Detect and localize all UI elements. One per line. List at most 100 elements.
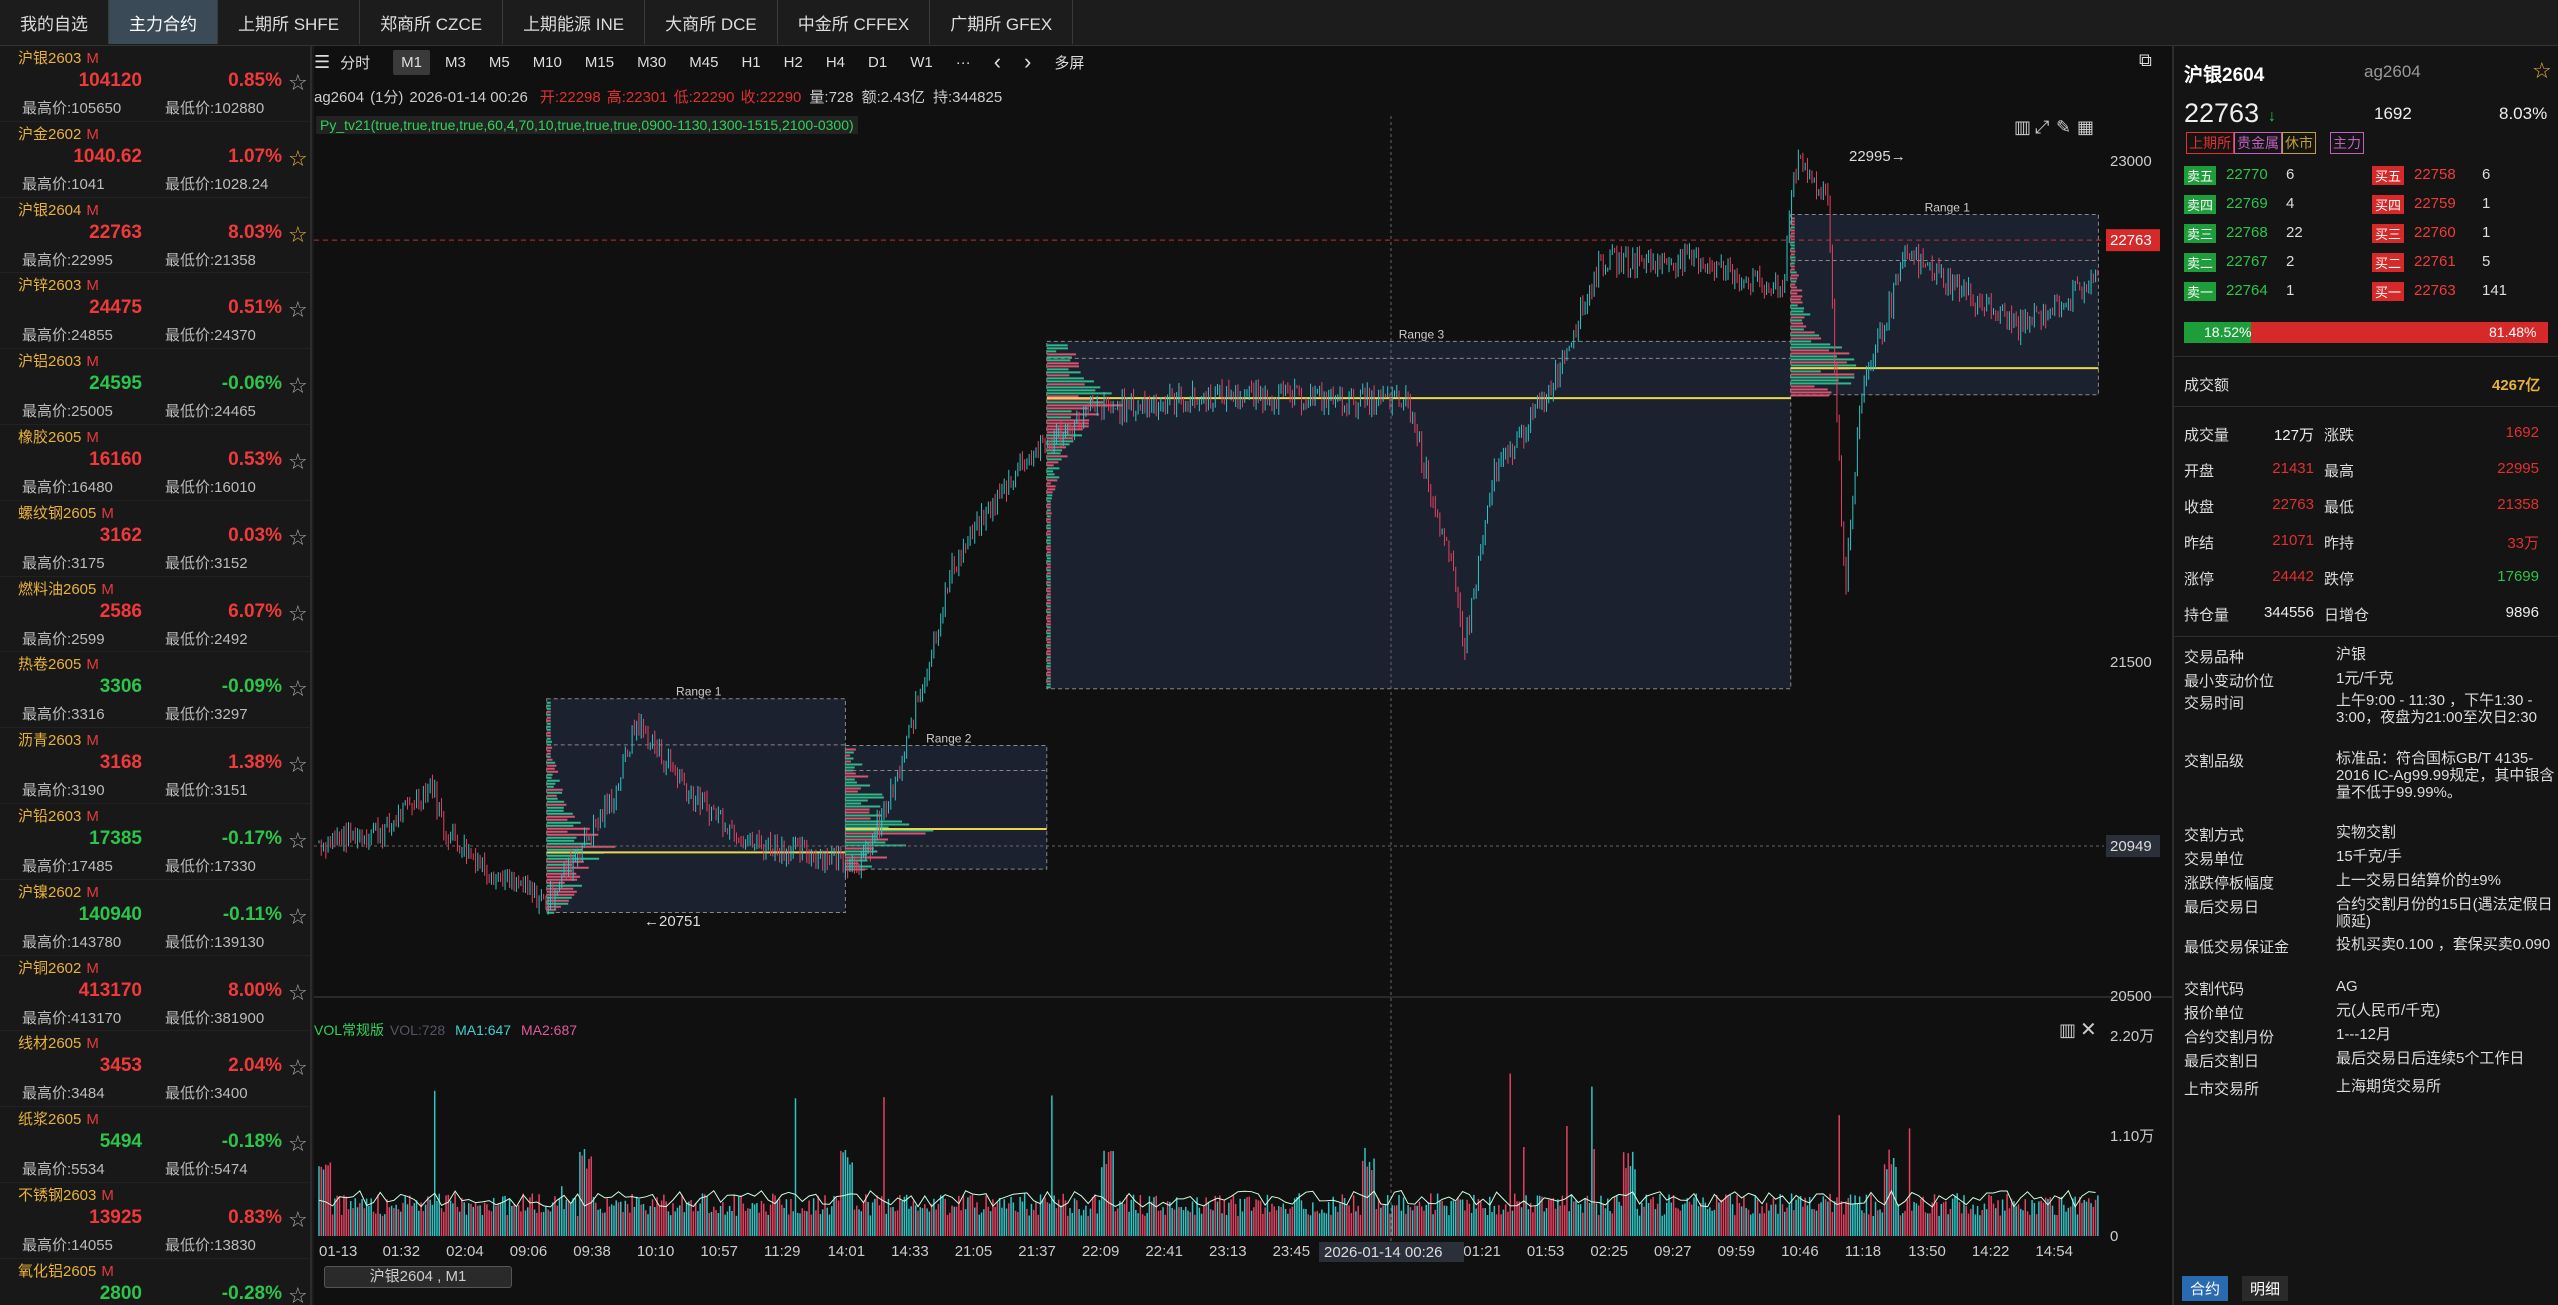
favorite-star-icon[interactable]: ☆ [288,1282,308,1305]
bar-info-line: ag2604 (1分) 2026-01-14 00:26 开:22298 高:22301… [314,86,1002,107]
favorite-star-icon[interactable]: ☆ [288,1055,308,1081]
watchlist-item[interactable]: 沪银2603 M 104120 0.85% 最高价:105650 最低价:102880 ☆ [0,46,310,122]
popout-icon[interactable]: ⧉ [2139,50,2152,70]
favorite-star-icon[interactable]: ☆ [288,1206,308,1232]
watchlist-item[interactable]: 纸浆2605 M 5494 -0.18% 最高价:5534 最低价:5474 ☆ [0,1107,310,1183]
price-chart[interactable]: 23000 21500 20500 2.20万 1.10万 0 Range 1 Range 2… [314,46,2172,1305]
period-6[interactable]: M30 [637,53,667,71]
item-price: 140940 [78,903,142,925]
prev-icon[interactable]: ‹ [993,49,1002,74]
item-price: 3453 [99,1055,142,1077]
volume-profile-range[interactable]: Range 3 [1046,327,1792,690]
tab-6[interactable]: 中金所 CFFEX [778,0,931,44]
period-11[interactable]: D1 [868,53,888,71]
favorite-star-icon[interactable]: ☆ [288,903,308,929]
tab-5[interactable]: 大商所 DCE [645,0,778,44]
favorite-star-icon[interactable]: ☆ [288,752,308,778]
contract-detail-row: 交易单位 15千克/手 [2184,848,2554,868]
multi-screen-button[interactable]: 多屏 [1054,54,1085,72]
watchlist-item[interactable]: 沪银2604 M 22763 8.03% 最高价:22995 最低价:21358 ☆ [0,198,310,274]
chart-tab[interactable]: 沪银2604 , M1 [324,1266,512,1288]
favorite-star-icon[interactable]: ☆ [288,600,308,626]
volume-profile-range[interactable]: Range 2 [844,732,1048,871]
stat-label: 日增仓 [2324,607,2370,624]
stat-label: 涨停 [2184,571,2215,588]
chart-tool-icon[interactable]: ▥ [2014,117,2031,137]
period-4[interactable]: M10 [532,53,562,71]
period-1[interactable]: M1 [393,49,430,75]
detail-label: 最小变动价位 [2184,673,2275,690]
chart-tool-icon[interactable]: ⤢ [2035,117,2050,137]
watchlist-item[interactable]: 沪镍2602 M 140940 -0.11% 最高价:143780 最低价:139130 ☆ [0,880,310,956]
contract-tag: 主力 [2330,132,2364,154]
item-name-text: 热卷2605 [18,656,82,674]
watchlist-item[interactable]: 螺纹钢2605 M 3162 0.03% 最高价:3175 最低价:3152 ☆ [0,501,310,577]
period-0[interactable]: 分时 [340,54,371,72]
watchlist-item[interactable]: 沥青2603 M 3168 1.38% 最高价:3190 最低价:3151 ☆ [0,728,310,804]
favorite-star-icon[interactable]: ☆ [288,676,308,702]
watchlist-item[interactable]: 热卷2605 M 3306 -0.09% 最高价:3316 最低价:3297 ☆ [0,652,310,729]
favorite-star-icon[interactable]: ☆ [288,827,308,853]
watchlist-item[interactable]: 沪铜2602 M 413170 8.00% 最高价:413170 最低价:381900 ☆ [0,956,310,1032]
favorite-star-icon[interactable]: ☆ [288,448,308,474]
period-5[interactable]: M15 [584,53,615,71]
watchlist-item[interactable]: 燃料油2605 M 2586 6.07% 最高价:2599 最低价:2492 ☆ [0,577,310,653]
bid-volume: 5 [2482,253,2491,270]
volume-indicator-label[interactable]: VOL常规版 VOL:728 MA1:647 MA2:687 [314,1020,577,1040]
item-high: 最高价:24855 [22,327,113,345]
favorite-star-icon[interactable]: ☆ [288,145,308,171]
period-3[interactable]: M5 [488,53,510,71]
x-tick: 14:01 [828,1243,866,1260]
period-9[interactable]: H2 [783,53,803,71]
ask-price: 22764 [2226,282,2268,299]
list-icon[interactable]: ☰ [314,51,331,72]
item-name-text: 沪银2604 [18,201,82,219]
favorite-star-icon[interactable]: ☆ [288,221,308,247]
tab-3[interactable]: 郑商所 CZCE [360,0,504,44]
tab-4[interactable]: 上期能源 INE [503,0,646,44]
item-change: 0.83% [228,1206,282,1228]
watchlist-item[interactable]: 氧化铝2605 M 2800 -0.28% ☆ [0,1259,310,1305]
favorite-star-icon[interactable]: ☆ [288,1131,308,1157]
bid-price: 22761 [2414,253,2456,270]
favorite-star-icon[interactable]: ☆ [288,979,308,1005]
volume-settings-icon[interactable]: ▥ [2059,1020,2076,1040]
favorite-star-icon[interactable]: ☆ [288,373,308,399]
period-10[interactable]: H4 [825,53,845,71]
x-tick: 01:21 [1463,1243,1501,1260]
watchlist-item[interactable]: 橡胶2605 M 16160 0.53% 最高价:16480 最低价:16010 ☆ [0,425,310,501]
crosshair-date-tag: 2026-01-14 00:26 [1319,1242,1464,1262]
period-12[interactable]: W1 [910,53,933,71]
period-8[interactable]: H1 [741,53,761,71]
favorite-star-icon[interactable]: ☆ [288,70,308,95]
bottom-tab-1[interactable]: 明细 [2242,1276,2289,1301]
watchlist-item[interactable]: 沪铅2603 M 17385 -0.17% 最高价:17485 最低价:17330 ☆ [0,804,310,880]
indicator-label[interactable]: Py_tv21(true,true,true,true,60,4,70,10,t… [316,116,858,134]
chart-tool-icon[interactable]: ▦ [2077,117,2094,137]
period-7[interactable]: M45 [689,53,719,71]
watchlist-item[interactable]: 沪锌2603 M 24475 0.51% 最高价:24855 最低价:24370 ☆ [0,273,310,350]
tab-2[interactable]: 上期所 SHFE [218,0,361,44]
period-13[interactable]: ··· [955,53,971,71]
watchlist-item[interactable]: 线材2605 M 3453 2.04% 最高价:3484 最低价:3400 ☆ [0,1031,310,1108]
tab-7[interactable]: 广期所 GFEX [930,0,1074,44]
favorite-star-icon[interactable]: ☆ [288,297,308,323]
watchlist-item[interactable]: 沪铝2603 M 24595 -0.06% 最高价:25005 最低价:24465 ☆ [0,349,310,425]
tab-0[interactable]: 我的自选 [0,0,109,44]
volume-profile-range[interactable]: Range 1 [1790,200,2099,397]
watchlist-item[interactable]: 不锈钢2603 M 13925 0.83% 最高价:14055 最低价:13830 ☆ [0,1183,310,1259]
item-price: 3168 [99,752,142,774]
volume-profile-range[interactable]: Range 1 [546,685,846,914]
chart-tool-icon[interactable]: ✎ [2056,117,2071,137]
watchlist-item[interactable]: 沪金2602 M 1040.62 1.07% 最高价:1041 最低价:1028.24 ☆ [0,122,310,198]
next-icon[interactable]: › [1024,49,1032,74]
bottom-tab-0[interactable]: 合约 [2182,1276,2229,1301]
period-2[interactable]: M3 [445,53,466,71]
contract-detail-row: 最低交易保证金 投机买卖0.100 ，套保买卖0.090 [2184,936,2554,956]
favorite-star-icon[interactable]: ☆ [288,524,308,550]
tab-1[interactable]: 主力合约 [109,0,218,44]
close-icon[interactable]: ✕ [2080,1019,2097,1041]
star-icon[interactable]: ☆ [2532,58,2552,83]
contract-detail-row: 最小变动价位 1元/千克 [2184,670,2554,690]
